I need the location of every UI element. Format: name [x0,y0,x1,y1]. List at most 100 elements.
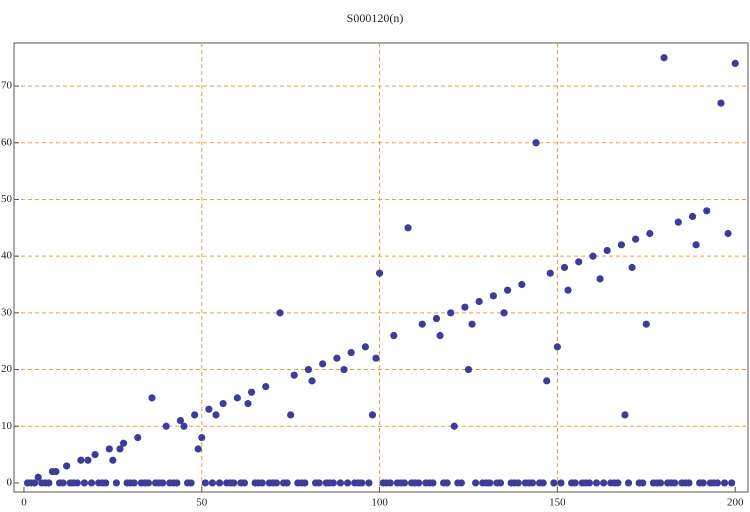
point [31,479,39,487]
point [543,377,551,385]
point [532,139,540,147]
point [475,297,483,306]
y-tick-label: 10 [1,420,13,432]
point [557,479,565,487]
point [215,479,224,487]
point [671,479,679,487]
point [624,479,633,487]
point [336,479,345,487]
point [504,286,512,294]
point [600,479,608,487]
point [109,456,117,464]
point [564,286,572,294]
point [244,399,252,408]
point [219,399,227,408]
point [301,479,309,487]
point [553,343,561,351]
y-tick-label: 60 [1,136,13,148]
point [660,54,668,62]
point [432,314,441,323]
point [621,411,629,419]
point [247,388,256,396]
point [358,479,366,487]
point [272,479,281,487]
point [628,263,636,272]
point [724,229,732,238]
point [575,258,583,266]
point [240,479,249,487]
point [550,479,558,487]
point [450,422,458,430]
point [571,479,579,487]
y-tick-label: 40 [1,250,13,262]
point [287,411,295,419]
point [201,479,209,487]
point [471,479,480,487]
point [731,59,739,68]
point [372,354,380,362]
point [283,479,291,487]
point [528,479,537,487]
point [194,445,202,453]
point [173,479,181,487]
point [468,320,476,328]
point [304,365,313,374]
point [191,411,199,419]
point [390,331,398,340]
point [105,445,113,453]
x-tick-label: 100 [371,497,388,509]
point [162,422,170,430]
y-tick-label: 30 [1,306,13,318]
point [230,479,238,487]
point [134,433,142,442]
point [461,303,469,311]
point [464,365,473,374]
point [52,467,60,476]
point [198,433,206,442]
point [500,309,508,317]
point [180,422,188,430]
point [176,416,185,425]
point [45,479,53,487]
point [447,309,455,317]
point [319,360,327,368]
point [404,224,412,232]
point [720,479,729,487]
point [632,235,640,243]
point [486,479,494,487]
point [233,394,241,402]
x-tick-label: 200 [727,497,744,509]
point [365,479,373,487]
point [205,405,213,413]
point [91,450,99,459]
plot-frame [13,42,749,493]
point [699,479,707,487]
point [560,263,569,272]
point [63,462,71,470]
point [685,479,693,487]
point [116,445,124,453]
chart-title: S000120(n) [347,11,404,25]
point [34,473,42,481]
point [333,354,341,362]
point [59,479,67,487]
point [713,479,722,487]
point [340,365,348,374]
point [361,343,369,351]
y-tick-label: 0 [7,476,13,488]
point [539,479,547,487]
point [688,212,697,221]
point [674,218,682,226]
point [692,241,700,249]
point [187,479,195,487]
point [130,479,138,487]
point [415,479,423,487]
point [646,229,654,238]
point [73,479,81,487]
point [308,377,316,385]
point [585,479,593,487]
point [603,246,611,255]
point [159,479,167,487]
point [386,479,394,487]
